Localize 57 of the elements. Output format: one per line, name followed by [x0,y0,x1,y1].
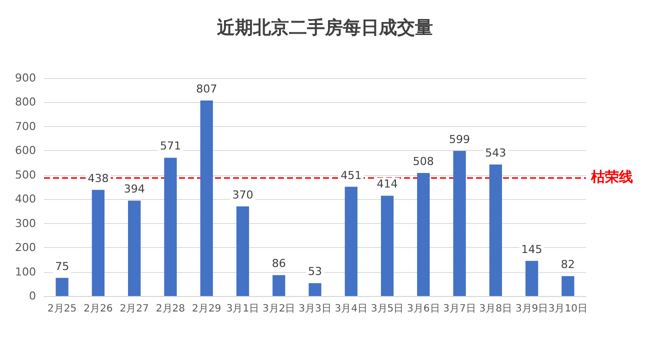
y-tick-label: 500 [15,168,36,182]
data-label: 508 [412,154,434,168]
data-label: 82 [560,258,575,272]
x-tick-label: 2月28 [156,304,186,314]
data-label: 438 [88,172,109,185]
bar [417,172,430,296]
bar [453,150,466,296]
bar [128,200,141,296]
y-tick-label: 800 [15,96,36,109]
bar [272,275,286,296]
y-tick-label: 300 [15,216,36,230]
data-label: 543 [485,146,506,160]
data-label: 599 [449,132,470,146]
y-tick-label: 0 [29,290,36,302]
y-tick-label: 600 [15,144,36,158]
data-label: 451 [340,168,362,182]
bar [489,164,502,296]
bar [92,190,105,296]
x-tick-label: 3月4日 [334,304,368,314]
x-tick-label: 3月1日 [226,304,260,314]
y-tick-label: 200 [15,241,36,254]
y-tick-label: 400 [15,192,36,206]
x-tick-label: 2月25 [48,304,77,314]
bar [56,278,68,296]
data-label: 370 [232,188,254,202]
x-tick-label: 3月9日 [515,304,548,314]
y-tick-label: 900 [15,72,36,84]
x-tick-label: 3月5日 [370,304,404,314]
data-label: 414 [376,178,398,191]
x-tick-label: 3月2日 [262,304,296,314]
x-tick-label: 3月8日 [479,304,512,314]
x-tick-label: 3月6日 [407,304,440,314]
data-label: 86 [272,257,286,270]
x-tick-label: 3月10日 [548,304,588,314]
x-tick-label: 2月29 [192,304,222,314]
y-tick-label: 700 [15,120,36,133]
bar [344,186,358,296]
chart-title: 近期北京二手房每日成交量 [216,18,433,38]
data-label: 145 [521,242,542,256]
bar [164,158,177,296]
x-tick-label: 3月7日 [443,304,476,314]
bar [525,260,538,296]
bar [200,100,213,296]
y-tick-label: 100 [15,265,36,278]
data-label: 571 [160,140,181,153]
bar [236,206,250,296]
x-tick-label: 2月27 [120,304,149,314]
bar [380,196,394,296]
data-label: 75 [55,260,70,273]
data-label: 53 [308,265,322,278]
ref-line-label: 枯荣线 [590,169,633,186]
data-label: 394 [124,182,145,196]
bar [308,283,322,296]
x-tick-label: 3月3日 [298,304,332,314]
bar [562,276,574,296]
x-tick-label: 2月26 [84,304,113,314]
data-label: 807 [196,82,218,96]
